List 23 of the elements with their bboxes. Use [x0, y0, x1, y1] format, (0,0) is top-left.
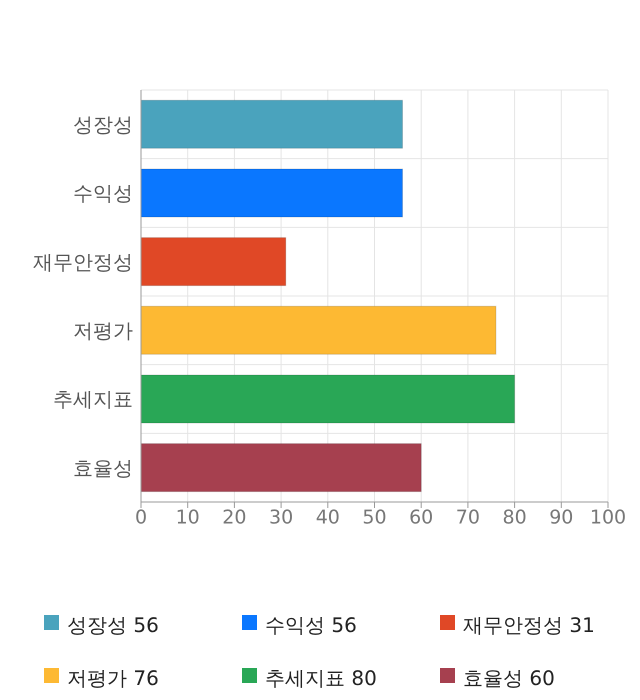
- y-tick-label: 재무안정성: [33, 250, 133, 274]
- x-tick-label: 50: [362, 506, 387, 528]
- x-tick-label: 0: [134, 506, 148, 528]
- y-tick-label: 성장성: [73, 112, 133, 136]
- x-tick-label: 20: [222, 506, 246, 528]
- y-tick-label: 추세지표: [53, 387, 133, 412]
- legend-label: 수익성 56: [265, 612, 357, 639]
- x-tick-label: 40: [316, 506, 340, 528]
- legend-label: 성장성 56: [67, 612, 159, 639]
- y-tick-label: 수익성: [73, 181, 133, 206]
- legend-label: 효율성 60: [463, 665, 555, 692]
- legend-label: 저평가 76: [67, 665, 159, 692]
- x-tick-label: 70: [456, 506, 480, 528]
- legend-label: 재무안정성 31: [463, 612, 595, 639]
- x-tick-label: 10: [176, 506, 200, 528]
- x-tick-label: 80: [502, 506, 527, 528]
- x-tick-label: 100: [590, 506, 626, 528]
- legend-label: 추세지표 80: [265, 665, 377, 692]
- x-tick-label: 60: [409, 506, 434, 528]
- x-tick-label: 30: [269, 506, 294, 528]
- y-tick-label: 효율성: [73, 456, 133, 480]
- x-tick-label: 90: [549, 506, 574, 528]
- y-tick-label: 저평가: [73, 318, 133, 342]
